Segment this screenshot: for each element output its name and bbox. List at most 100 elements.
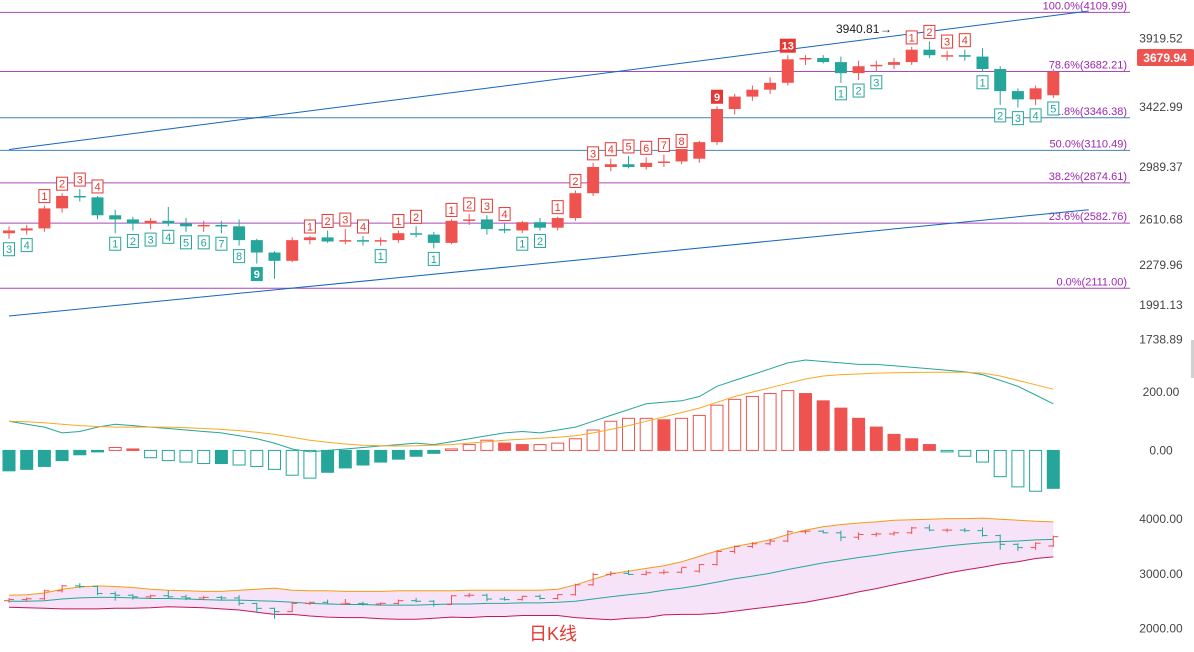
td-label-text: 1	[307, 221, 313, 233]
macd-histogram-bar	[852, 417, 866, 451]
td-label: 1	[516, 236, 529, 251]
macd-histogram-bar	[745, 395, 759, 451]
ohlc-bar	[216, 595, 227, 601]
ohlc-bar	[1030, 542, 1041, 550]
td-label-text: 4	[608, 144, 614, 156]
macd-histogram-bar	[675, 417, 689, 451]
candle-body	[657, 161, 670, 163]
chart-title: 日K线	[529, 624, 577, 644]
macd-histogram-bar	[285, 449, 299, 476]
candle-body	[321, 237, 334, 242]
td-label: 2	[852, 83, 865, 98]
td-label: 2	[321, 213, 334, 228]
candle-body	[781, 59, 794, 83]
price-tick-label: 3919.52	[1139, 32, 1183, 46]
macd-histogram-bar	[2, 449, 16, 472]
candle	[587, 162, 600, 196]
macd-histogram-bar	[108, 447, 122, 451]
macd-histogram-bar	[73, 449, 87, 456]
td-label-text: 2	[413, 212, 419, 224]
td-label-box	[1029, 108, 1042, 123]
macd-histogram-bar	[462, 444, 476, 451]
candle	[976, 48, 989, 72]
candle-body	[764, 82, 777, 90]
candle-body	[976, 56, 989, 69]
td-label-text: 4	[502, 209, 508, 221]
candle	[693, 140, 706, 163]
td-label-text: 13	[782, 41, 794, 53]
ohlc-bar	[198, 595, 209, 601]
candle	[941, 51, 954, 61]
last-price: 3679.94	[1143, 51, 1187, 65]
td-label-box	[162, 229, 175, 244]
macd-histogram-bar	[533, 444, 547, 451]
td-label-text: 3	[342, 215, 348, 227]
candle	[392, 230, 405, 243]
fib-label: 38.2%(2874.61)	[1049, 171, 1127, 183]
ohlc-bar	[871, 532, 882, 537]
candle	[445, 219, 458, 245]
td-label-box	[126, 233, 139, 248]
macd-histogram-bar	[480, 439, 494, 451]
candlestick-pane: 100.0%(4109.99) 78.6%(3682.21) 61.8%(3346.…	[0, 0, 1194, 378]
candle	[38, 205, 51, 232]
candle-body	[357, 240, 369, 242]
candle-body	[711, 109, 723, 143]
ohlc-bar	[995, 534, 1006, 550]
td-label-text: 5	[183, 237, 189, 249]
macd-histogram-bar	[144, 449, 158, 459]
td-label-text: 4	[165, 232, 171, 244]
bollinger-upper-line	[8, 517, 1054, 596]
candle-body	[144, 220, 157, 224]
td-label-text: 4	[360, 221, 366, 233]
macd-dif-line	[8, 359, 1054, 453]
candle-body	[463, 219, 476, 221]
ohlc-bar	[127, 594, 138, 600]
candle	[675, 149, 688, 165]
candle-body	[817, 57, 830, 63]
td-label: 9	[711, 89, 723, 104]
candle-body	[445, 220, 458, 243]
ohlc-bar	[269, 607, 280, 619]
candle-body	[1047, 71, 1060, 96]
fib-label: 23.6%(2582.76)	[1049, 211, 1127, 223]
candle-body	[303, 237, 316, 241]
td-label-text: 8	[236, 251, 242, 263]
td-label-box	[852, 83, 865, 98]
bollinger-lower-line	[8, 556, 1054, 621]
ohlc-bar	[322, 599, 333, 605]
candle	[109, 209, 122, 234]
ohlc-bar	[234, 595, 245, 606]
candle	[73, 189, 86, 202]
ohlc-bar	[747, 542, 758, 549]
td-label: 2	[56, 176, 69, 191]
td-label-box	[463, 197, 476, 212]
macd-histogram-bar	[1029, 449, 1043, 492]
candle	[303, 235, 316, 245]
macd-histogram-bar	[55, 449, 69, 462]
candle-body	[1011, 91, 1024, 100]
scroll-handle[interactable]	[1191, 340, 1194, 378]
candle-body	[38, 208, 51, 229]
candle-body	[250, 240, 263, 253]
td-label: 4	[91, 179, 104, 194]
td-label-box	[516, 236, 529, 251]
td-label-text: 1	[448, 205, 454, 217]
td-label-text: 8	[679, 136, 685, 148]
td-label-text: 1	[112, 239, 118, 251]
candle	[1047, 69, 1060, 98]
macd-histogram-bar	[639, 417, 653, 451]
td-label: 2	[994, 108, 1007, 123]
candle	[427, 231, 440, 249]
candle	[480, 215, 493, 235]
td-label: 6	[640, 140, 653, 155]
candle-body	[852, 66, 865, 74]
candle	[781, 55, 794, 86]
high-price-annotation: 3940.81	[836, 22, 880, 36]
td-label-text: 1	[41, 191, 47, 203]
td-label-text: 1	[909, 32, 915, 44]
ohlc-bar	[906, 526, 917, 534]
td-label-text: 3	[77, 175, 83, 187]
td-label-box	[640, 140, 653, 155]
td-label-text: 3	[484, 201, 490, 213]
